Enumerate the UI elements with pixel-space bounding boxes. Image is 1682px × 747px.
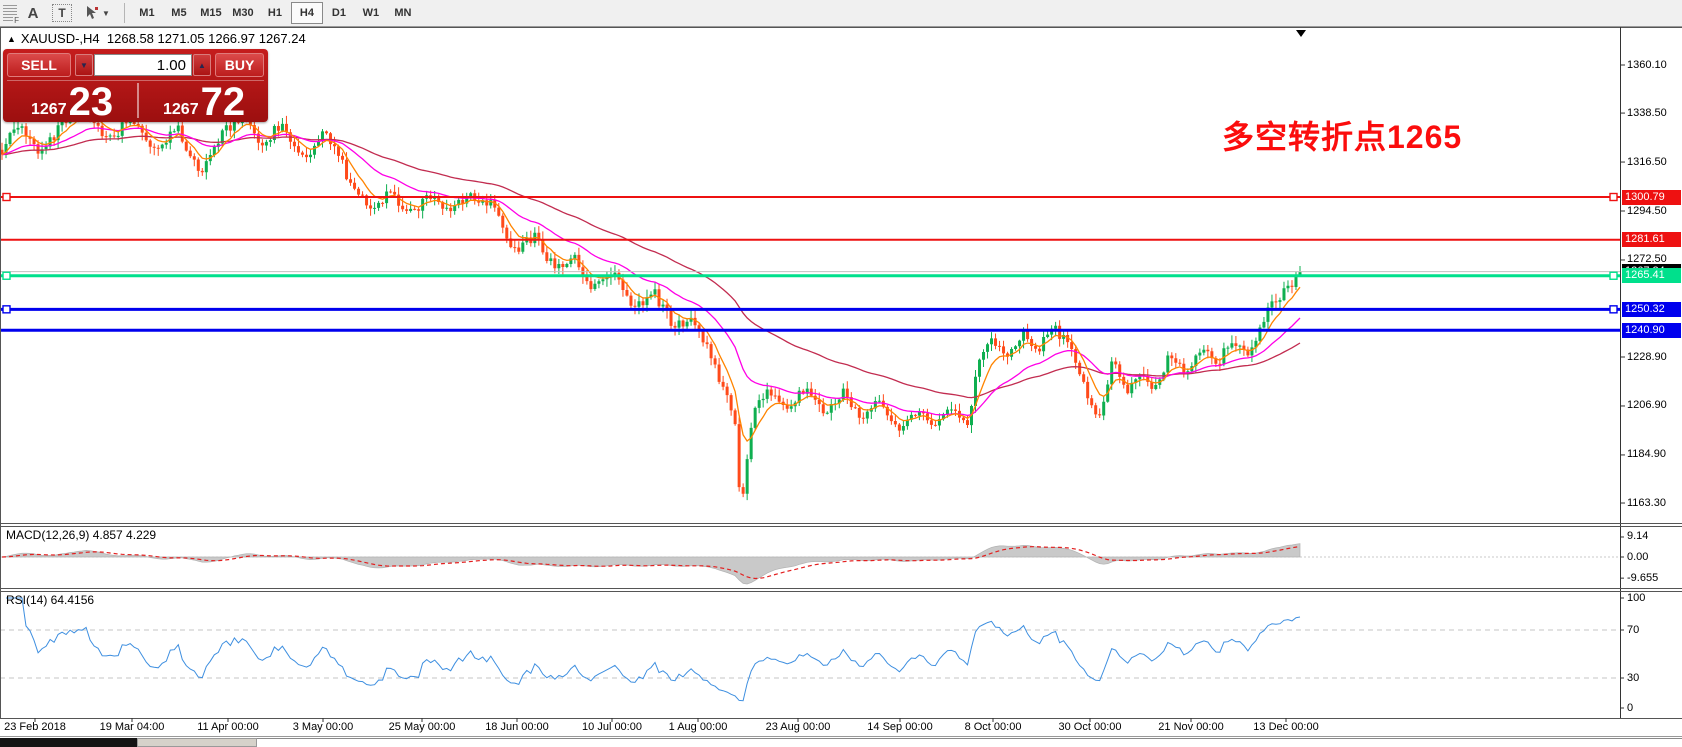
rsi-tick-0: 0 bbox=[1627, 701, 1634, 714]
rsi-tick-100: 100 bbox=[1627, 591, 1646, 604]
time-tick-10: 14 Sep 00:00 bbox=[867, 721, 933, 733]
price-tick-1360.10: 1360.10 bbox=[1627, 58, 1667, 71]
rsi-tick-30: 30 bbox=[1627, 671, 1640, 684]
timeframe-button-m1[interactable]: M1 bbox=[139, 7, 155, 19]
time-tick-11: 8 Oct 00:00 bbox=[964, 721, 1022, 733]
label-tool-button[interactable]: A bbox=[27, 4, 39, 22]
rsi-tick-70: 70 bbox=[1627, 623, 1640, 636]
macd-tick-9.14: 9.14 bbox=[1627, 530, 1649, 543]
price-tick-1294.50: 1294.50 bbox=[1627, 204, 1667, 217]
buy-price[interactable]: 1267 72 bbox=[163, 80, 246, 125]
chart-shift-marker-icon[interactable] bbox=[1296, 30, 1306, 37]
price-level-label-1265.41: 1265.41 bbox=[1622, 268, 1681, 284]
time-tick-14: 13 Dec 00:00 bbox=[1253, 721, 1319, 733]
time-tick-4: 3 May 00:00 bbox=[292, 721, 354, 733]
macd-tick--9.655: -9.655 bbox=[1627, 571, 1659, 584]
macd-histogram bbox=[1, 543, 1301, 585]
trade-panel-divider bbox=[7, 80, 264, 81]
time-tick-1: 23 Feb 2018 bbox=[4, 721, 66, 733]
candles bbox=[0, 98, 1302, 501]
time-tick-13: 21 Nov 00:00 bbox=[1158, 721, 1224, 733]
rsi-line bbox=[6, 597, 1301, 702]
timeframe-group: M1 M5 M15 M30 H1 H4 D1 W1 MN bbox=[131, 2, 419, 24]
time-tick-7: 10 Jul 00:00 bbox=[582, 721, 642, 733]
arrow-tool-button[interactable]: ▼ bbox=[83, 2, 111, 24]
timeframe-button-m15[interactable]: M15 bbox=[200, 7, 222, 19]
hline-handle[interactable] bbox=[2, 271, 11, 280]
text-tool-button[interactable]: T bbox=[52, 4, 72, 22]
time-tick-3: 11 Apr 00:00 bbox=[197, 721, 259, 733]
trade-panel-vertical-divider bbox=[137, 83, 139, 118]
macd-tick-0.00: 0.00 bbox=[1627, 550, 1649, 563]
time-tick-9: 23 Aug 00:00 bbox=[765, 721, 831, 733]
macd-title: MACD(12,26,9) 4.857 4.229 bbox=[6, 528, 157, 542]
price-tick-1206.90: 1206.90 bbox=[1627, 399, 1667, 412]
grid-f-icon[interactable]: F bbox=[3, 5, 19, 25]
sell-price-pips: 23 bbox=[68, 80, 114, 125]
timeframe-button-m30[interactable]: M30 bbox=[232, 7, 254, 19]
price-level-label-1250.32: 1250.32 bbox=[1622, 301, 1681, 317]
rsi-title: RSI(14) 64.4156 bbox=[6, 593, 95, 607]
macd-signal-line bbox=[1, 545, 1301, 580]
hline-handle[interactable] bbox=[1609, 192, 1618, 202]
volume-decrease-button[interactable]: ▼ bbox=[75, 54, 93, 76]
volume-increase-button[interactable]: ▲ bbox=[193, 54, 211, 76]
time-tick-2: 19 Mar 04:00 bbox=[99, 721, 165, 733]
timeframe-button-m5[interactable]: M5 bbox=[171, 7, 187, 19]
sell-button[interactable]: SELL bbox=[7, 53, 71, 77]
price-tick-1338.50: 1338.50 bbox=[1627, 106, 1667, 119]
dropdown-caret-icon[interactable]: ▼ bbox=[102, 8, 110, 18]
time-tick-8: 1 Aug 00:00 bbox=[668, 721, 728, 733]
time-tick-5: 25 May 00:00 bbox=[388, 721, 456, 733]
bottom-strip-dark bbox=[0, 738, 137, 747]
top-toolbar: F A T ▼ M1 M5 M15 M30 H1 H4 D1 W1 MN bbox=[0, 0, 1682, 27]
hline-handle[interactable] bbox=[1609, 271, 1618, 280]
price-level-label-1281.61: 1281.61 bbox=[1622, 232, 1681, 248]
symbol-period-label: XAUUSD-,H4 bbox=[20, 31, 100, 46]
ma-fast-line bbox=[1, 113, 1301, 442]
ohlc-values: 1268.58 1271.05 1266.97 1267.24 bbox=[106, 31, 306, 46]
volume-input[interactable] bbox=[94, 54, 192, 76]
buy-price-main: 1267 bbox=[163, 101, 199, 119]
bottom-strip-light bbox=[257, 738, 1682, 747]
buy-price-pips: 72 bbox=[200, 80, 246, 125]
collapse-arrow-icon[interactable]: ▲ bbox=[7, 34, 16, 44]
hline-handle[interactable] bbox=[1609, 305, 1618, 314]
price-tick-1184.90: 1184.90 bbox=[1627, 448, 1666, 461]
timeframe-button-h4[interactable]: H4 bbox=[290, 2, 323, 24]
hline-handle[interactable] bbox=[2, 192, 11, 202]
time-tick-6: 18 Jun 00:00 bbox=[485, 721, 549, 733]
time-tick-12: 30 Oct 00:00 bbox=[1058, 721, 1122, 733]
buy-button[interactable]: BUY bbox=[215, 53, 264, 77]
sell-price-main: 1267 bbox=[31, 101, 67, 119]
chart-annotation-text[interactable]: 多空转折点1265 bbox=[1222, 119, 1463, 155]
price-tick-1272.50: 1272.50 bbox=[1627, 253, 1667, 266]
sell-price[interactable]: 1267 23 bbox=[31, 80, 114, 125]
timeframe-button-d1[interactable]: D1 bbox=[331, 7, 346, 19]
timeframe-button-w1[interactable]: W1 bbox=[362, 7, 380, 19]
price-tick-1228.90: 1228.90 bbox=[1627, 350, 1667, 363]
timeframe-button-mn[interactable]: MN bbox=[394, 7, 412, 19]
ma-mid-line bbox=[1, 127, 1301, 417]
cursor-icon bbox=[87, 6, 98, 19]
toolbar-separator bbox=[123, 3, 125, 23]
price-tick-1163.30: 1163.30 bbox=[1627, 496, 1666, 509]
timeframe-button-h1[interactable]: H1 bbox=[267, 7, 282, 19]
ma-slow-line bbox=[1, 135, 1301, 399]
chart-title: ▲ XAUUSD-,H4 1268.58 1271.05 1266.97 1267… bbox=[7, 31, 306, 46]
price-tick-1316.50: 1316.50 bbox=[1627, 155, 1667, 168]
one-click-trading-panel: SELL ▼ ▲ BUY 1267 23 1267 72 bbox=[3, 49, 268, 122]
hline-handle[interactable] bbox=[2, 305, 11, 314]
price-level-label-1240.90: 1240.90 bbox=[1622, 322, 1681, 338]
price-level-label-1300.79: 1300.79 bbox=[1622, 189, 1681, 205]
